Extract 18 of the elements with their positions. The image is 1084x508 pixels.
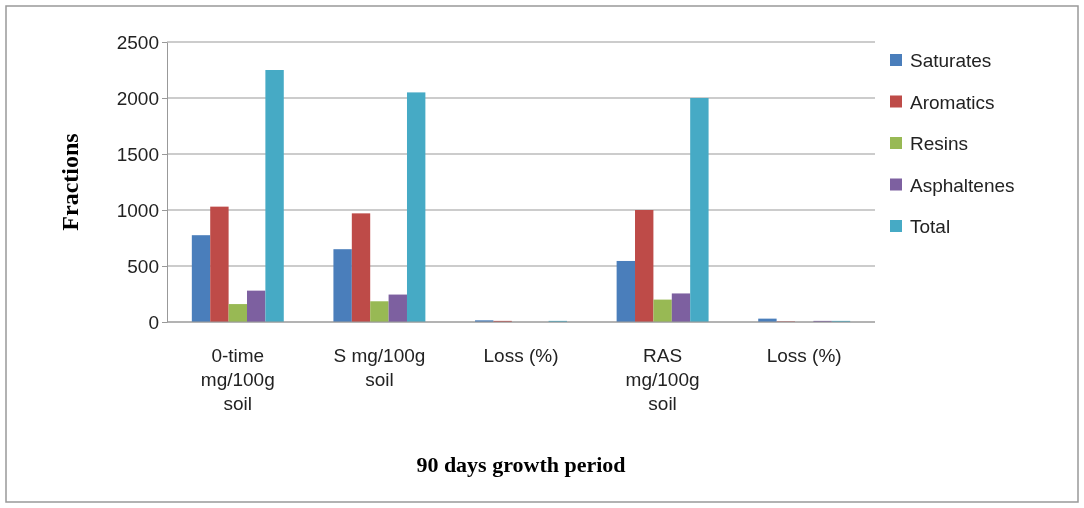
x-tick-label: Loss (%): [766, 345, 842, 366]
y-tick-label: 2500: [116, 31, 159, 53]
legend-label: Total: [910, 216, 951, 237]
legend-label: Resins: [910, 133, 969, 154]
y-axis-title: Fractions: [57, 133, 83, 231]
x-tick-label: S mg/100g soil: [333, 345, 426, 390]
x-tick-label: Loss (%): [483, 345, 559, 366]
y-tick-label: 500: [127, 255, 159, 277]
legend-label: Aromatics: [910, 91, 995, 113]
y-tick-label: 1500: [116, 143, 159, 165]
x-tick-label: 0-time mg/100g soil: [200, 345, 275, 414]
legend-label: Asphaltenes: [910, 174, 1015, 196]
legend-label: Saturates: [910, 50, 992, 71]
y-tick-label: 1000: [116, 199, 159, 221]
y-tick-label: 0: [148, 311, 159, 333]
y-tick-label: 2000: [116, 87, 159, 109]
x-axis-title: 90 days growth period: [416, 452, 626, 477]
x-tick-label: RAS mg/100g soil: [625, 345, 700, 414]
